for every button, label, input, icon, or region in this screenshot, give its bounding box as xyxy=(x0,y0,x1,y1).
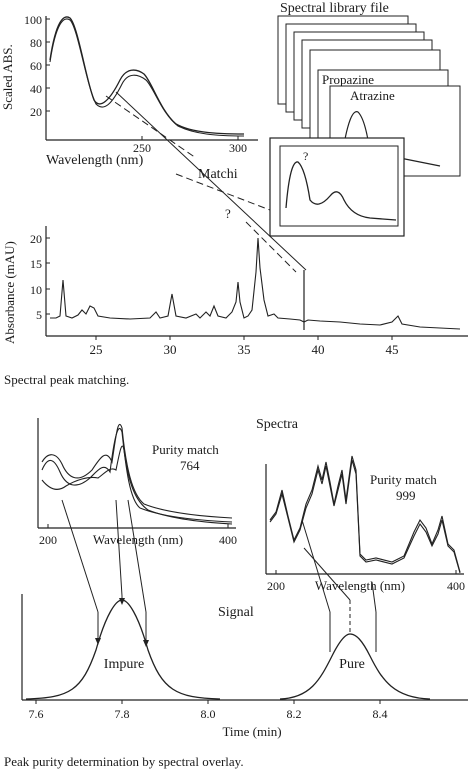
time-x-tick-label: 8.4 xyxy=(373,707,388,721)
pure-spectrum-panel: 200 400 Wavelength (nm) Purity match 999 xyxy=(265,455,465,593)
chromatogram-trace xyxy=(50,237,461,330)
chromatogram-y-tick-label: 5 xyxy=(36,308,42,322)
impure-purity-label: Purity match xyxy=(152,442,219,457)
library-question-mark: ? xyxy=(303,149,308,163)
spectrum-y-tick-label: 20 xyxy=(30,105,42,119)
spectrum-y-tick-label: 80 xyxy=(30,36,42,50)
spectrum-y-label: Scaled ABS. xyxy=(0,44,15,110)
impure-spectrum-curve-2 xyxy=(41,424,233,519)
impure-panel-x-label: Wavelength (nm) xyxy=(93,532,183,547)
impure-spectrum-panel: 200 400 Wavelength (nm) Purity match 764 xyxy=(37,418,237,547)
impure-purity-value: 764 xyxy=(180,458,200,473)
impure-panel-x-tick-label: 200 xyxy=(39,533,57,547)
library-card-label: Atrazine xyxy=(350,88,395,103)
connector-line xyxy=(61,499,99,613)
connector-line xyxy=(115,499,123,597)
arrowheads xyxy=(95,598,149,647)
spectrum-x-label: Wavelength (nm) xyxy=(46,153,144,168)
pure-panel-x-tick-label: 400 xyxy=(447,579,465,593)
impure-panel-x-tick-label: 400 xyxy=(219,533,237,547)
time-axis-label: Time (min) xyxy=(222,724,281,739)
impure-spectrum-curve xyxy=(41,427,233,523)
time-x-tick-label: 7.6 xyxy=(29,707,44,721)
connector-line xyxy=(127,499,147,613)
chromatogram-x-tick-label: 45 xyxy=(386,342,399,357)
chromatogram-x-tick-label: 25 xyxy=(90,342,103,357)
arrowhead xyxy=(119,598,125,605)
purity-connectors xyxy=(61,499,377,652)
library-card-match xyxy=(269,137,405,237)
impure-spectrum-curve-3 xyxy=(41,445,233,525)
chromatogram-y-tick-label: 15 xyxy=(30,257,42,271)
chromatogram-x-tick-label: 35 xyxy=(238,342,251,357)
spectrum-curve-overlay xyxy=(49,18,245,137)
library-title: Spectral library file xyxy=(280,1,389,16)
connector-line xyxy=(115,91,307,271)
chromatogram-x-tick-label: 30 xyxy=(164,342,177,357)
connector-line xyxy=(303,547,351,601)
pure-peak-label: Pure xyxy=(339,657,365,672)
chromatogram-x-tick-label: 40 xyxy=(312,342,325,357)
time-x-tick-label: 8.2 xyxy=(287,707,302,721)
pure-panel-x-label: Wavelength (nm) xyxy=(315,578,405,593)
library-match-spectrum xyxy=(285,161,397,221)
bottom-caption: Peak purity determination by spectral ov… xyxy=(4,754,244,769)
pure-panel-x-tick-label: 200 xyxy=(267,579,285,593)
connector-line xyxy=(105,95,197,159)
pure-peak xyxy=(279,633,431,700)
spectrum-y-tick-label: 60 xyxy=(30,59,42,73)
top-caption: Spectral peak matching. xyxy=(4,372,129,387)
pure-purity-label: Purity match xyxy=(370,472,437,487)
pure-spectrum-curve-2 xyxy=(269,459,461,574)
spectrum-y-ticks xyxy=(46,18,50,112)
connector-line xyxy=(245,221,297,273)
connector-line xyxy=(371,581,377,613)
time-x-tick-label: 7.8 xyxy=(115,707,130,721)
chromatogram-y-label: Absorbance (mAU) xyxy=(2,241,17,344)
spectrum-x-tick-label: 300 xyxy=(229,141,247,155)
spectra-title: Spectra xyxy=(256,417,299,432)
chromatogram-panel: 20 15 10 5 25 30 35 40 45 Absorbance (mA… xyxy=(2,226,468,357)
spectrum-y-tick-label: 100 xyxy=(24,13,42,27)
top-spectrum-panel: 100 80 60 40 20 250 300 Wavelength (nm) … xyxy=(0,13,258,182)
connector-line xyxy=(301,519,331,613)
spectrum-curve xyxy=(49,16,245,135)
signal-chart: Impure Pure 7.6 7.8 8.0 8.2 8.4 Time (mi… xyxy=(21,594,468,739)
connector-line xyxy=(175,173,271,211)
time-x-tick-label: 8.0 xyxy=(201,707,216,721)
matching-connectors xyxy=(105,91,307,330)
library-card-label: Propazine xyxy=(322,72,374,87)
spectrum-x-tick-label: 250 xyxy=(133,141,151,155)
chromatogram-y-tick-label: 10 xyxy=(30,283,42,297)
impure-peak xyxy=(25,599,221,700)
pure-purity-value: 999 xyxy=(396,488,416,503)
library-card-match-frame xyxy=(279,145,399,227)
impure-peak-label: Impure xyxy=(104,657,144,672)
signal-label: Signal xyxy=(218,605,254,620)
connector-question-mark: ? xyxy=(225,206,231,221)
chromatogram-y-tick-label: 20 xyxy=(30,232,42,246)
spectral-library-stack: Spectral library file Propazine Atrazine… xyxy=(269,1,461,237)
spectrum-y-tick-label: 40 xyxy=(30,82,42,96)
